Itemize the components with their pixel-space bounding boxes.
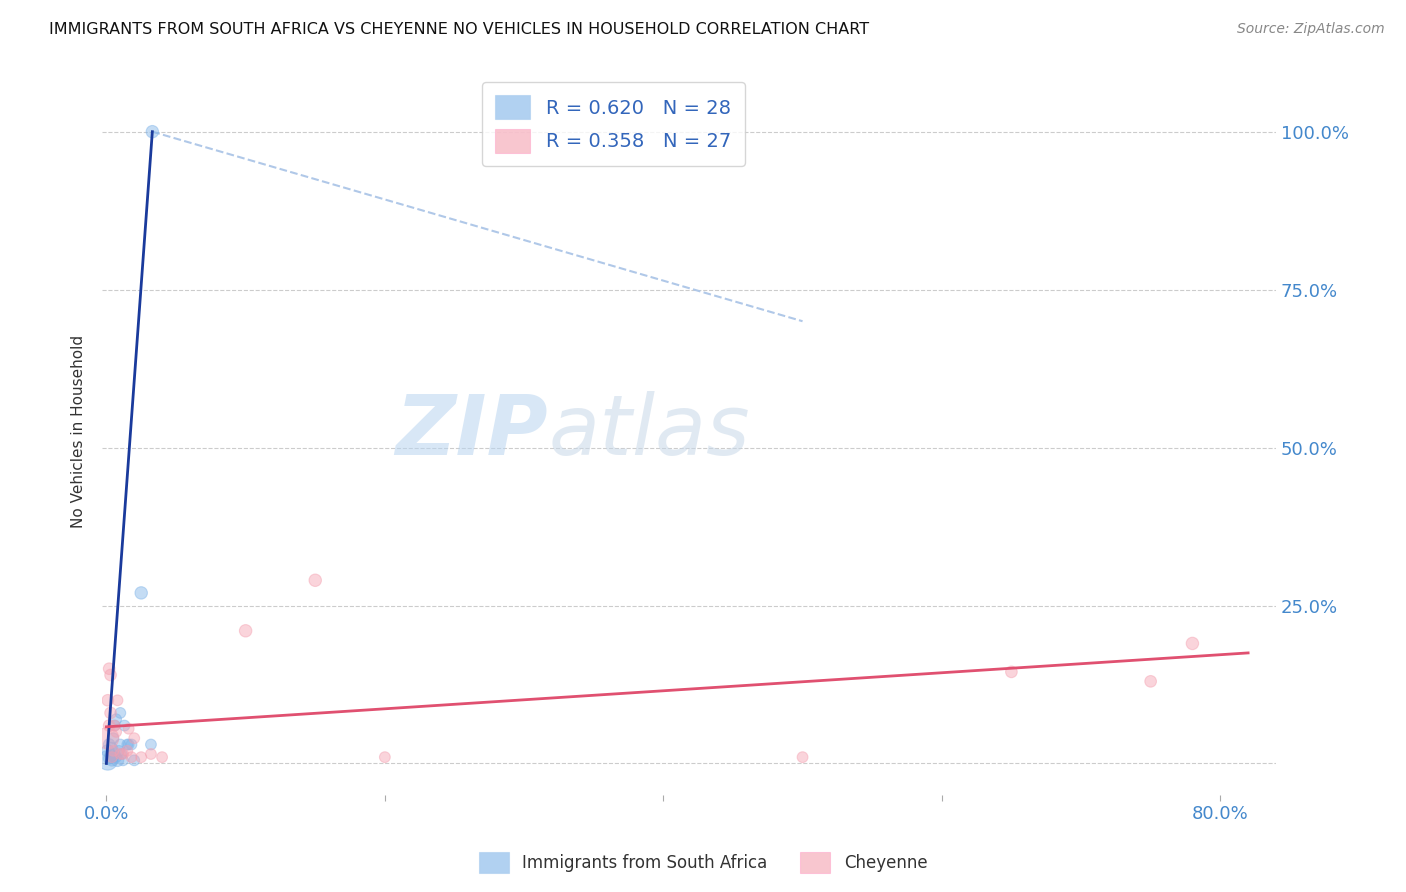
Point	[1139, 674, 1161, 689]
Point	[111, 747, 134, 761]
Point	[374, 750, 396, 764]
Point	[117, 744, 139, 758]
Point	[100, 747, 122, 761]
Text: atlas: atlas	[548, 392, 749, 472]
Point	[104, 747, 127, 761]
Point	[101, 753, 124, 767]
Point	[103, 731, 125, 746]
Text: ZIP: ZIP	[395, 392, 548, 472]
Point	[118, 722, 141, 736]
Point	[101, 750, 124, 764]
Point	[1181, 636, 1204, 650]
Point	[118, 738, 141, 752]
Point	[117, 738, 139, 752]
Point	[104, 718, 127, 732]
Point	[110, 738, 132, 752]
Point	[97, 693, 120, 707]
Point	[98, 751, 121, 765]
Y-axis label: No Vehicles in Household: No Vehicles in Household	[72, 335, 86, 528]
Legend: Immigrants from South Africa, Cheyenne: Immigrants from South Africa, Cheyenne	[472, 846, 934, 880]
Point	[235, 624, 257, 638]
Point	[105, 724, 128, 739]
Point	[105, 750, 128, 764]
Point	[108, 744, 131, 758]
Point	[97, 731, 120, 746]
Point	[107, 753, 129, 767]
Point	[100, 750, 122, 764]
Point	[150, 750, 173, 764]
Point	[792, 750, 814, 764]
Point	[98, 738, 121, 752]
Point	[129, 586, 152, 600]
Point	[110, 747, 132, 761]
Point	[129, 750, 152, 764]
Point	[120, 738, 142, 752]
Point	[97, 753, 120, 767]
Point	[139, 738, 162, 752]
Point	[114, 718, 136, 732]
Point	[110, 706, 132, 720]
Point	[141, 125, 163, 139]
Point	[97, 744, 120, 758]
Text: IMMIGRANTS FROM SOUTH AFRICA VS CHEYENNE NO VEHICLES IN HOUSEHOLD CORRELATION CH: IMMIGRANTS FROM SOUTH AFRICA VS CHEYENNE…	[49, 22, 869, 37]
Point	[304, 574, 326, 588]
Point	[100, 706, 122, 720]
Point	[103, 744, 125, 758]
Point	[139, 747, 162, 761]
Point	[101, 740, 124, 755]
Legend: R = 0.620   N = 28, R = 0.358   N = 27: R = 0.620 N = 28, R = 0.358 N = 27	[482, 82, 745, 166]
Point	[120, 750, 142, 764]
Point	[112, 747, 135, 761]
Point	[122, 753, 145, 767]
Point	[98, 718, 121, 732]
Point	[100, 668, 122, 682]
Text: Source: ZipAtlas.com: Source: ZipAtlas.com	[1237, 22, 1385, 37]
Point	[103, 750, 125, 764]
Point	[1000, 665, 1022, 679]
Point	[105, 712, 128, 726]
Point	[98, 662, 121, 676]
Point	[122, 731, 145, 746]
Point	[107, 693, 129, 707]
Point	[112, 753, 135, 767]
Point	[104, 718, 127, 732]
